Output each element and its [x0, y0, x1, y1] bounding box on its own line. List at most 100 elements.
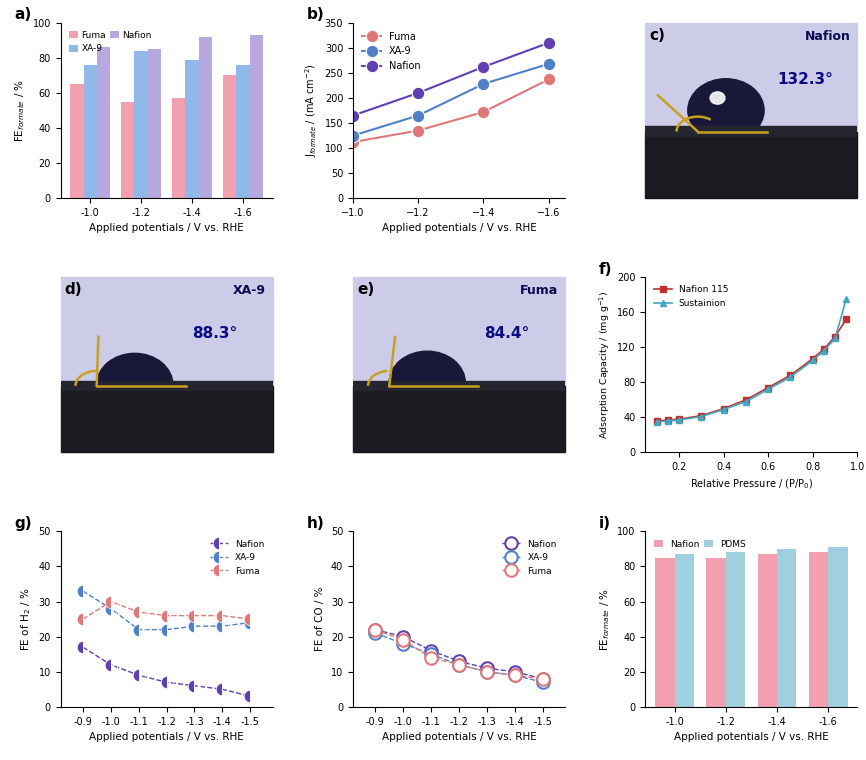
Bar — [353, 381, 565, 390]
XA-9 — [133, 625, 144, 634]
Bar — [83, 65, 97, 198]
Bar — [185, 59, 198, 198]
Nafion 115 — [662, 416, 673, 425]
XA-9 — [106, 604, 116, 613]
XA-9 — [413, 111, 423, 120]
Bar — [134, 51, 148, 198]
Sustainion — [718, 405, 728, 414]
Fuma — [426, 653, 436, 662]
XA-9 — [348, 131, 359, 140]
Fuma — [106, 597, 116, 606]
Legend: Fuma, XA-9, Nafion: Fuma, XA-9, Nafion — [65, 27, 155, 57]
Sustainion — [696, 412, 707, 421]
Fuma — [454, 660, 464, 670]
Fuma — [245, 615, 255, 624]
Sustainion — [763, 385, 773, 394]
XA-9 — [161, 625, 171, 634]
Bar — [645, 132, 857, 198]
XA-9 — [78, 587, 88, 596]
Nafion — [478, 62, 488, 71]
Bar — [828, 547, 848, 707]
Nafion 115 — [785, 371, 796, 380]
Bar — [675, 554, 694, 707]
XA-9 — [481, 667, 492, 676]
XA-9 — [370, 629, 380, 638]
X-axis label: Applied potentials / V vs. RHE: Applied potentials / V vs. RHE — [89, 223, 244, 233]
Nafion — [190, 681, 200, 690]
Nafion 115 — [718, 404, 728, 413]
Nafion 115 — [651, 416, 662, 426]
Legend: Nafion 115, Sustainion: Nafion 115, Sustainion — [650, 282, 732, 312]
Bar — [809, 553, 828, 707]
XA-9 — [538, 678, 548, 687]
Legend: Fuma, XA-9, Nafion: Fuma, XA-9, Nafion — [358, 27, 424, 75]
Nafion 115 — [841, 315, 851, 324]
Bar — [61, 381, 273, 390]
Bar — [726, 553, 746, 707]
Text: 84.4°: 84.4° — [484, 327, 530, 341]
Legend: Nafion, XA-9, Fuma: Nafion, XA-9, Fuma — [499, 536, 560, 579]
Text: Nafion: Nafion — [805, 30, 851, 43]
Legend: Nafion, XA-9, Fuma: Nafion, XA-9, Fuma — [206, 536, 268, 579]
Nafion — [133, 670, 144, 679]
Nafion 115 — [674, 415, 684, 424]
Y-axis label: FE of CO / %: FE of CO / % — [315, 587, 326, 651]
Y-axis label: FE of H$_2$ / %: FE of H$_2$ / % — [19, 587, 33, 651]
Bar — [645, 131, 857, 198]
Bar — [353, 386, 565, 452]
Circle shape — [688, 79, 764, 142]
XA-9 — [454, 660, 464, 670]
Sustainion — [740, 397, 751, 406]
Y-axis label: J$_{formate}$ / (mA cm$^{-2}$): J$_{formate}$ / (mA cm$^{-2}$) — [303, 64, 320, 157]
Text: 88.3°: 88.3° — [192, 327, 237, 341]
Nafion — [370, 625, 380, 634]
Bar — [61, 277, 273, 386]
Line: Fuma: Fuma — [77, 595, 256, 625]
Bar — [353, 277, 565, 386]
Nafion — [78, 643, 88, 652]
Sustainion — [818, 347, 829, 356]
Bar — [198, 36, 212, 198]
Nafion 115 — [807, 354, 818, 363]
Line: XA-9: XA-9 — [369, 627, 549, 689]
Fuma — [217, 611, 228, 620]
Nafion — [217, 685, 228, 694]
Nafion — [538, 674, 548, 683]
Nafion — [544, 38, 554, 47]
Text: XA-9: XA-9 — [233, 284, 266, 297]
Sustainion — [662, 416, 673, 426]
Fuma — [348, 138, 359, 147]
Bar — [172, 98, 185, 198]
Nafion 115 — [818, 344, 829, 353]
XA-9 — [398, 639, 409, 648]
Circle shape — [710, 92, 725, 104]
Text: Fuma: Fuma — [520, 284, 559, 297]
Y-axis label: FE$_{formate}$ / %: FE$_{formate}$ / % — [598, 587, 611, 651]
Text: g): g) — [14, 516, 32, 531]
Bar — [148, 49, 161, 198]
Bar — [655, 558, 675, 707]
Bar — [353, 387, 565, 452]
Fuma — [538, 674, 548, 683]
Text: i): i) — [598, 516, 611, 531]
Line: Sustainion: Sustainion — [654, 296, 849, 425]
Sustainion — [651, 417, 662, 426]
Bar — [61, 387, 273, 452]
Fuma — [370, 625, 380, 634]
Bar — [236, 65, 249, 198]
Text: 132.3°: 132.3° — [777, 72, 833, 87]
Bar — [707, 558, 726, 707]
Text: h): h) — [307, 516, 324, 531]
Text: d): d) — [65, 283, 82, 297]
Sustainion — [674, 416, 684, 425]
Nafion 115 — [830, 332, 840, 341]
Y-axis label: Adsorption Capacity / (mg g$^{-1}$): Adsorption Capacity / (mg g$^{-1}$) — [597, 290, 611, 439]
Sustainion — [830, 334, 840, 343]
Fuma — [133, 607, 144, 616]
Sustainion — [785, 372, 796, 382]
Nafion — [509, 667, 520, 676]
Bar — [121, 102, 134, 198]
Line: Nafion: Nafion — [369, 623, 549, 685]
XA-9 — [544, 59, 554, 68]
Fuma — [78, 615, 88, 624]
